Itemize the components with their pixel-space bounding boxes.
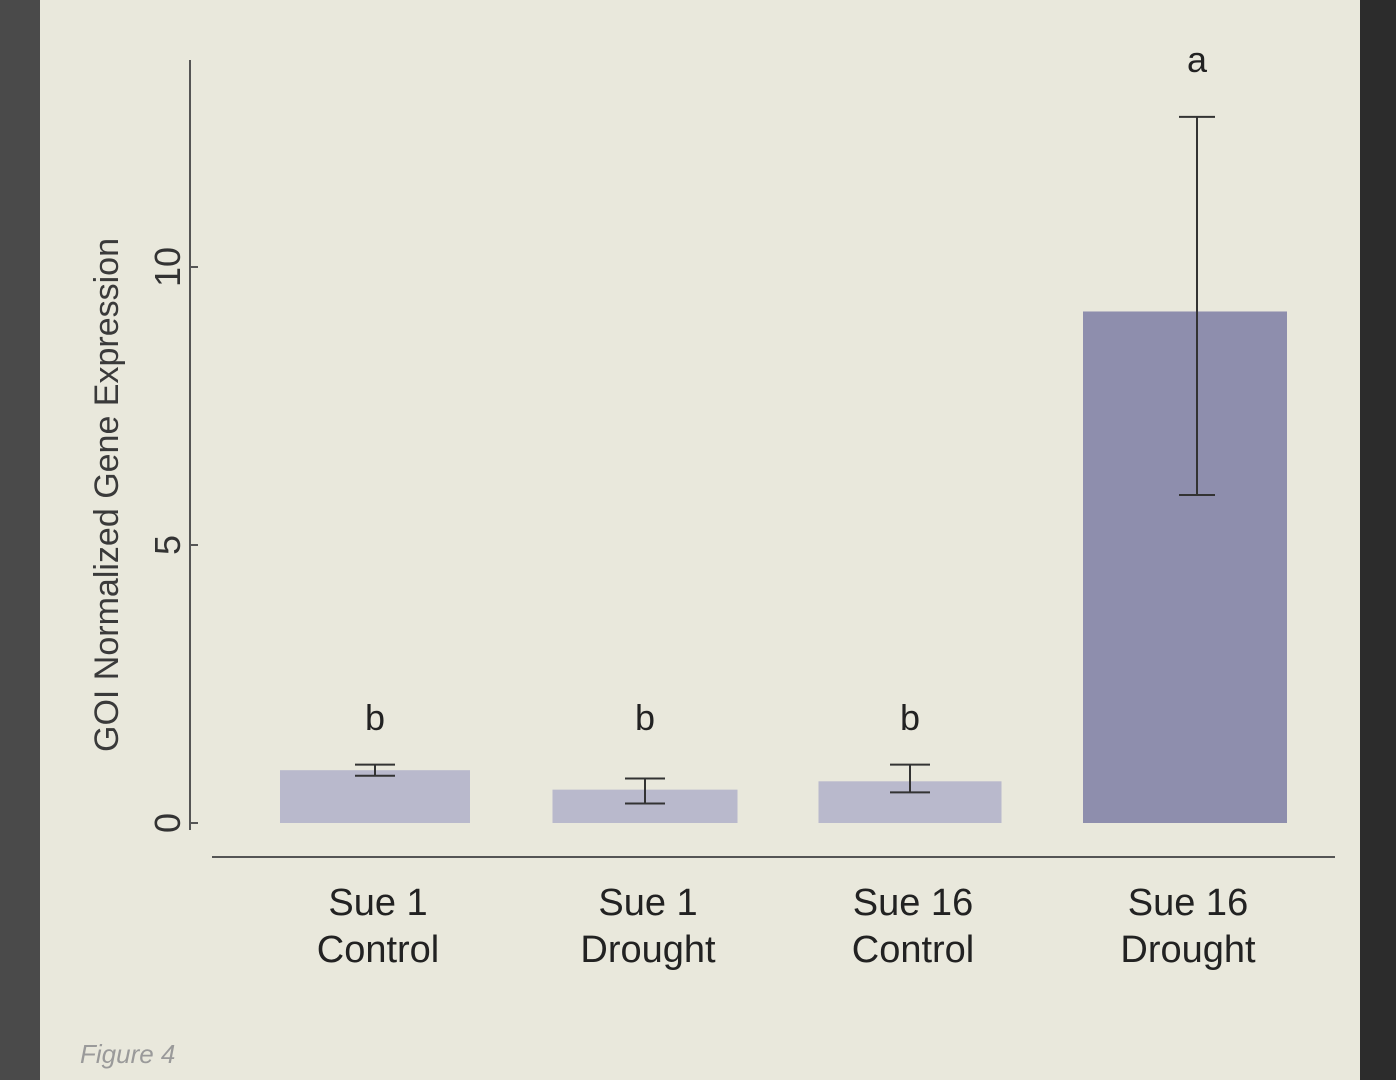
y-tick-label: 10 [147,247,188,287]
category-label-line2: Drought [580,929,716,971]
bar [280,770,470,823]
category-label-line1: Sue 1 [598,882,697,924]
category-label-line2: Control [852,929,975,971]
significance-label: b [635,697,655,738]
y-ticks: 0 5 10 [147,247,198,833]
screen-bezel-left [0,0,40,1080]
y-axis-label: GOI Normalized Gene Expression [88,238,126,752]
significance-label: b [365,697,385,738]
category-label-line1: Sue 1 [328,882,427,924]
y-tick-label: 0 [147,813,188,833]
bar [1083,311,1287,823]
figure-caption: Figure 4 [80,1039,175,1069]
y-tick-label: 5 [147,535,188,555]
significance-labels: b b b a [365,39,1208,738]
screen-bezel-right [1360,0,1396,1080]
category-label-line2: Control [317,929,440,971]
significance-label: b [900,697,920,738]
category-label-line1: Sue 16 [1128,882,1248,924]
bars [280,311,1287,823]
error-bars [355,115,1215,805]
category-label-line2: Drought [1120,929,1256,971]
category-label-line1: Sue 16 [853,882,973,924]
category-labels: Sue 1 Control Sue 1 Drought Sue 16 Control Sue… [317,882,1256,971]
significance-label: a [1187,39,1208,80]
